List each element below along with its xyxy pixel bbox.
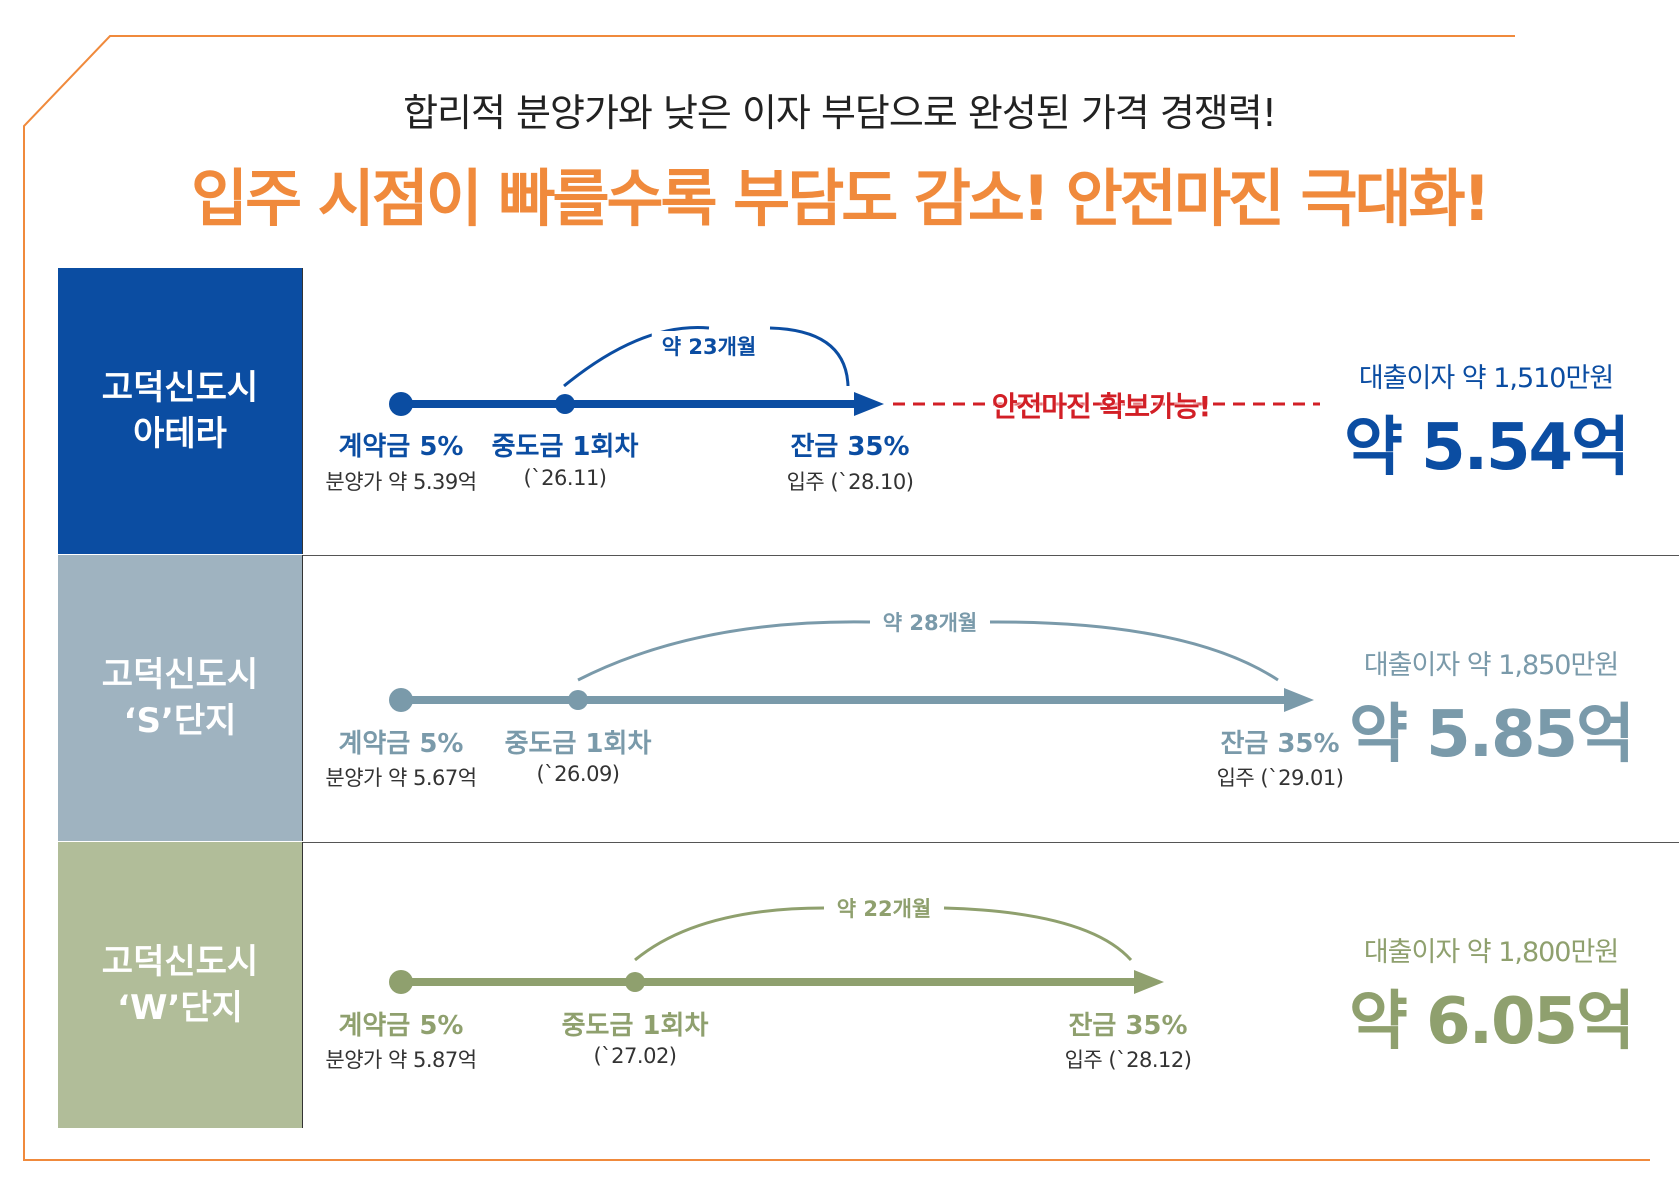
row-divider: [302, 842, 1679, 843]
timeline-row-w: 고덕신도시 ‘W’단지 약 22개월 계약금 5% 분양가 약 5.87억 중도…: [58, 842, 1651, 1128]
complex-label: 고덕신도시 ‘W’단지: [58, 842, 303, 1128]
total-price: 약 6.05억: [1349, 985, 1635, 1059]
stage1-sub: 분양가 약 5.39억: [325, 470, 477, 494]
gap-arc: [989, 620, 1279, 682]
stage1-label: 계약금 5%: [338, 432, 464, 462]
stage3-sub: 입주 (`29.01): [1216, 766, 1344, 790]
stage1-sub: 분양가 약 5.87억: [325, 1048, 477, 1072]
timeline-row-atera: 고덕신도시 아테라 약 23개월 안전마진 확보가능! 계약금 5% 분양가 약…: [58, 268, 1651, 554]
stage2-dot: [625, 972, 645, 992]
stage3-label: 잔금 35%: [1220, 729, 1340, 759]
safety-margin-note: 안전마진 확보가능!: [991, 390, 1212, 423]
row-divider: [302, 555, 1679, 556]
stage2-sub: (`26.11): [523, 466, 607, 490]
gap-arc: [563, 325, 710, 388]
stage2-label: 중도금 1회차: [491, 432, 639, 462]
stage2-label: 중도금 1회차: [561, 1011, 709, 1041]
gap-label: 약 28개월: [872, 607, 988, 637]
gap-arc: [577, 620, 871, 682]
gap-arc: [634, 906, 825, 962]
stage2-dot: [568, 690, 588, 710]
loan-interest: 대출이자 약 1,510만원: [1358, 363, 1614, 394]
loan-interest: 대출이자 약 1,850만원: [1363, 650, 1619, 681]
gap-arc: [943, 906, 1133, 962]
page-subtitle: 합리적 분양가와 낮은 이자 부담으로 완성된 가격 경쟁력!: [403, 91, 1277, 135]
stage1-sub: 분양가 약 5.67억: [325, 766, 477, 790]
timeline-arrowhead: [1134, 970, 1164, 994]
total-price: 약 5.54억: [1344, 411, 1630, 485]
loan-interest: 대출이자 약 1,800만원: [1363, 937, 1619, 968]
gap-label: 약 22개월: [826, 893, 942, 923]
complex-name-line2: ‘W’단지: [117, 988, 243, 1028]
stage1-label: 계약금 5%: [338, 1011, 464, 1041]
complex-name-line2: ‘S’단지: [123, 701, 237, 741]
timeline-arrowhead: [854, 392, 884, 416]
complex-name-line1: 고덕신도시: [101, 942, 259, 982]
stage2-label: 중도금 1회차: [504, 729, 652, 759]
stage1-dot: [389, 392, 413, 416]
timeline-graphic: [389, 620, 1314, 712]
complex-label: 고덕신도시 ‘S’단지: [58, 555, 303, 841]
complex-name-line2: 아테라: [133, 414, 227, 454]
page-headline: 입주 시점이 빠를수록 부담도 감소! 안전마진 극대화!: [191, 162, 1491, 235]
gap-arc: [769, 326, 850, 387]
total-price: 약 5.85억: [1349, 698, 1635, 772]
timeline-graphic: [389, 325, 1320, 416]
stage2-dot: [555, 394, 575, 414]
stage3-label: 잔금 35%: [790, 432, 910, 462]
timeline-row-s: 고덕신도시 ‘S’단지 약 28개월 계약금 5% 분양가 약 5.67억 중도…: [58, 555, 1651, 841]
stage2-sub: (`26.09): [536, 762, 620, 786]
stage3-label: 잔금 35%: [1068, 1011, 1188, 1041]
stage3-sub: 입주 (`28.12): [1064, 1048, 1192, 1072]
stage1-dot: [389, 688, 413, 712]
timeline-arrowhead: [1284, 688, 1314, 712]
stage1-dot: [389, 970, 413, 994]
gap-label: 약 23개월: [651, 331, 767, 361]
timeline-graphic: [389, 906, 1164, 994]
complex-name-line1: 고덕신도시: [101, 655, 259, 695]
stage2-sub: (`27.02): [593, 1044, 677, 1068]
complex-label: 고덕신도시 아테라: [58, 268, 303, 554]
stage3-sub: 입주 (`28.10): [786, 470, 914, 494]
stage1-label: 계약금 5%: [338, 729, 464, 759]
complex-name-line1: 고덕신도시: [101, 368, 259, 408]
